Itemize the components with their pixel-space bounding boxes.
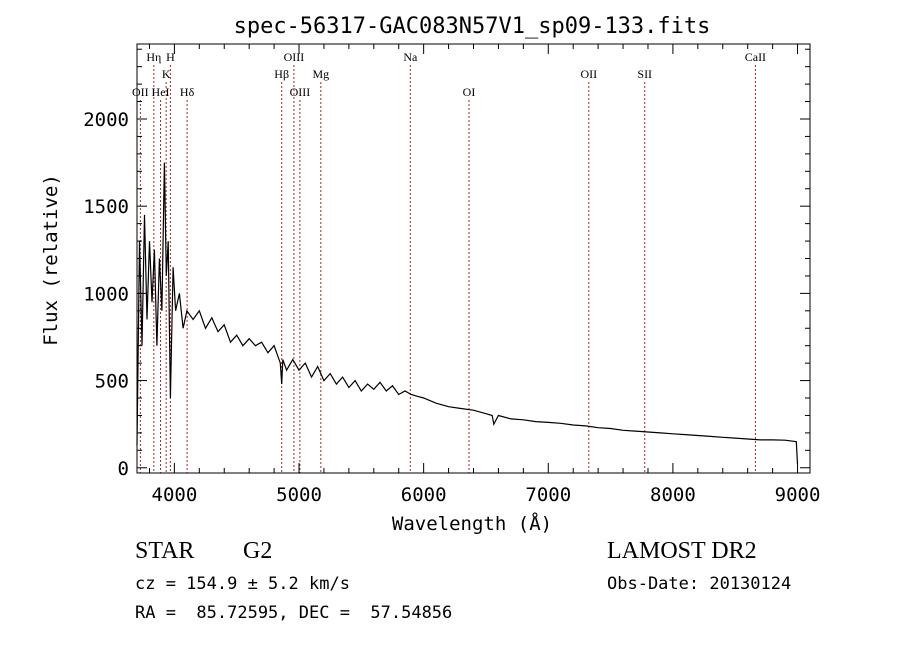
y-tick-label-1: 500 (95, 371, 129, 393)
x-tick-label-0: 4000 (152, 484, 198, 506)
line-label-2: Hη (146, 50, 161, 64)
x-axis-ticks: 4000 5000 6000 7000 8000 9000 (148, 44, 821, 506)
coordinates: RA = 85.72595, DEC = 57.54856 (135, 603, 453, 623)
line-label-13: SII (637, 67, 652, 81)
line-label-11: OI (463, 85, 476, 99)
line-label-10: Na (403, 50, 418, 64)
line-label-4: K (162, 67, 171, 81)
line-label-1: HeI (152, 85, 170, 99)
x-tick-label-5: 9000 (775, 484, 821, 506)
line-label-9: Mg (312, 67, 329, 81)
line-label-3: H (166, 50, 175, 64)
spectral-line-markers (139, 65, 756, 473)
survey-name: LAMOST DR2 (607, 538, 757, 564)
object-class: STAR (135, 538, 195, 564)
y-tick-label-4: 2000 (83, 109, 129, 131)
x-tick-label-2: 6000 (401, 484, 447, 506)
subclass: G2 (243, 538, 273, 564)
y-axis-label: Flux (relative) (40, 174, 62, 346)
line-label-5: Hδ (180, 85, 195, 99)
y-tick-label-0: 0 (118, 458, 129, 480)
line-label-6: Hβ (274, 67, 289, 81)
y-tick-label-2: 1000 (83, 283, 129, 305)
line-label-7: OIII (284, 50, 305, 64)
x-tick-label-1: 5000 (276, 484, 322, 506)
spectrum-series (136, 162, 799, 465)
y-tick-label-3: 1500 (83, 196, 129, 218)
observation-date: Obs-Date: 20130124 (607, 574, 792, 594)
y-axis-ticks: 0 500 1000 1500 2000 (83, 48, 810, 480)
redshift-value: cz = 154.9 ± 5.2 km/s (135, 574, 350, 594)
x-tick-label-3: 7000 (525, 484, 571, 506)
line-label-0: OII (132, 85, 149, 99)
x-axis-label: Wavelength (Å) (392, 512, 552, 535)
x-tick-label-4: 8000 (650, 484, 696, 506)
line-label-12: OII (580, 67, 597, 81)
plot-frame (136, 43, 811, 474)
chart-title: spec-56317-GAC083N57V1_sp09-133.fits (234, 14, 711, 39)
line-label-8: OIII (290, 85, 311, 99)
line-label-14: CaII (745, 50, 766, 64)
